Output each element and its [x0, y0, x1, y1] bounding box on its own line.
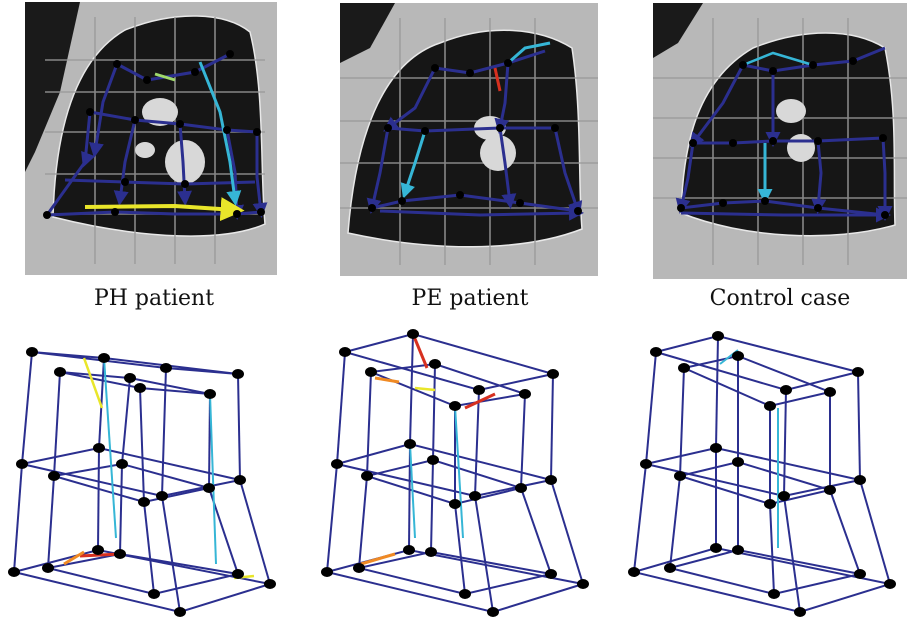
caption-pe-patient: PE patient — [411, 286, 529, 311]
ph-ct-slice — [25, 2, 277, 275]
caption-control-case: Control case — [709, 286, 851, 311]
ph-3d-graph — [8, 347, 276, 617]
caption-ph-patient: PH patient — [93, 286, 215, 311]
pe-ct-slice — [340, 3, 598, 276]
control-ct-slice — [653, 3, 907, 279]
pe-3d-graph — [321, 329, 589, 617]
control-3d-graph — [628, 331, 896, 617]
